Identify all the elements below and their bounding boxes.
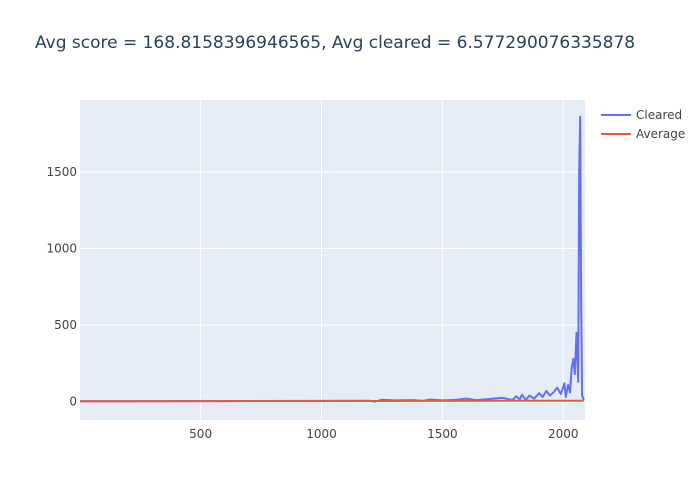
- x-tick-label: 2000: [548, 427, 579, 441]
- series-line-average: [79, 399, 584, 403]
- y-tick-label: 0: [69, 395, 77, 409]
- series-layer: [79, 115, 585, 403]
- legend-label-cleared[interactable]: Cleared: [636, 108, 682, 122]
- y-tick-label: 1000: [46, 242, 77, 256]
- x-tick-label: 1500: [427, 427, 458, 441]
- x-axis-ticks: 500 1000 1500 2000: [189, 427, 578, 441]
- y-tick-label: 500: [54, 318, 77, 332]
- x-tick-label: 1000: [306, 427, 337, 441]
- x-tick-label: 500: [189, 427, 212, 441]
- legend[interactable]: Cleared Average: [601, 108, 685, 141]
- y-axis-ticks: 0 500 1000 1500: [46, 165, 77, 409]
- chart-title: Avg score = 168.8158396946565, Avg clear…: [35, 33, 636, 53]
- y-tick-label: 1500: [46, 165, 77, 179]
- plot-background: [80, 100, 585, 420]
- legend-label-average[interactable]: Average: [636, 127, 685, 141]
- series-line-cleared: [79, 115, 585, 403]
